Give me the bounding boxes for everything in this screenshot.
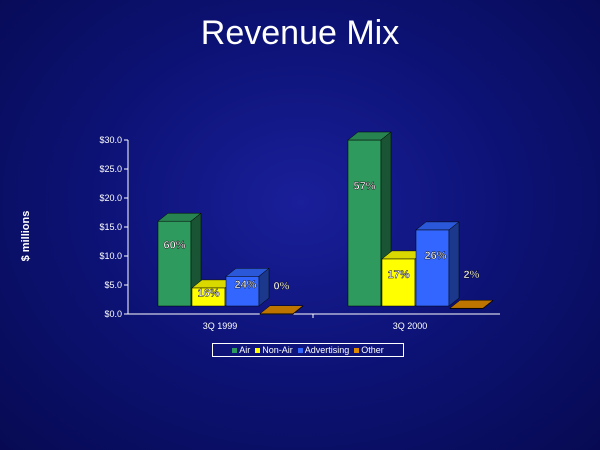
y-tick-label: $5.0: [104, 280, 122, 290]
bar-top: [259, 305, 304, 314]
legend-swatch: [297, 347, 303, 353]
legend-item-advertising: Advertising: [297, 345, 350, 355]
data-label: 17%: [387, 269, 409, 281]
y-tick-label: $25.0: [99, 164, 122, 174]
data-label: 2%: [464, 269, 480, 281]
data-label: 57%: [353, 180, 375, 192]
data-label: 16%: [197, 288, 219, 300]
legend: Air Non-Air Advertising Other: [212, 343, 404, 357]
bar-air-2: [347, 131, 392, 307]
bar-side: [258, 267, 270, 307]
y-tick-label: $15.0: [99, 222, 122, 232]
y-tick-label: $30.0: [99, 135, 122, 145]
legend-item-other: Other: [354, 345, 384, 355]
legend-label: Air: [239, 345, 251, 355]
legend-label: Non-Air: [262, 345, 293, 355]
y-tick-label: $0.0: [104, 309, 122, 319]
bar-front: [381, 258, 416, 307]
legend-label: Advertising: [304, 345, 350, 355]
data-label: 24%: [234, 279, 256, 291]
bar-other-2: [449, 299, 494, 310]
bar-side: [292, 305, 304, 315]
bar-front: [225, 276, 260, 307]
bar-advertising-2: [415, 221, 460, 307]
bar-other-1: [259, 305, 304, 315]
data-label: 60%: [163, 239, 185, 251]
bar-top: [449, 299, 494, 309]
x-tick-label: 3Q 2000: [393, 321, 428, 331]
legend-swatch: [232, 347, 238, 353]
y-tick-label: $20.0: [99, 193, 122, 203]
legend-swatch: [354, 347, 360, 353]
x-tick-label: 3Q 1999: [203, 321, 238, 331]
legend-label: Other: [361, 345, 384, 355]
bar-side: [448, 221, 460, 307]
bar-advertising-1: [225, 267, 270, 307]
bar-side: [482, 299, 494, 310]
chart-title: Revenue Mix: [200, 14, 400, 52]
legend-swatch: [255, 347, 261, 353]
y-tick-label: $10.0: [99, 251, 122, 261]
legend-item-air: Air: [232, 345, 250, 355]
bar-front: [415, 229, 450, 307]
data-label: 26%: [424, 250, 446, 262]
bar-front: [157, 220, 192, 307]
data-label: 0%: [274, 281, 290, 293]
legend-item-non-air: Non-Air: [255, 345, 293, 355]
bar-front: [347, 139, 382, 307]
